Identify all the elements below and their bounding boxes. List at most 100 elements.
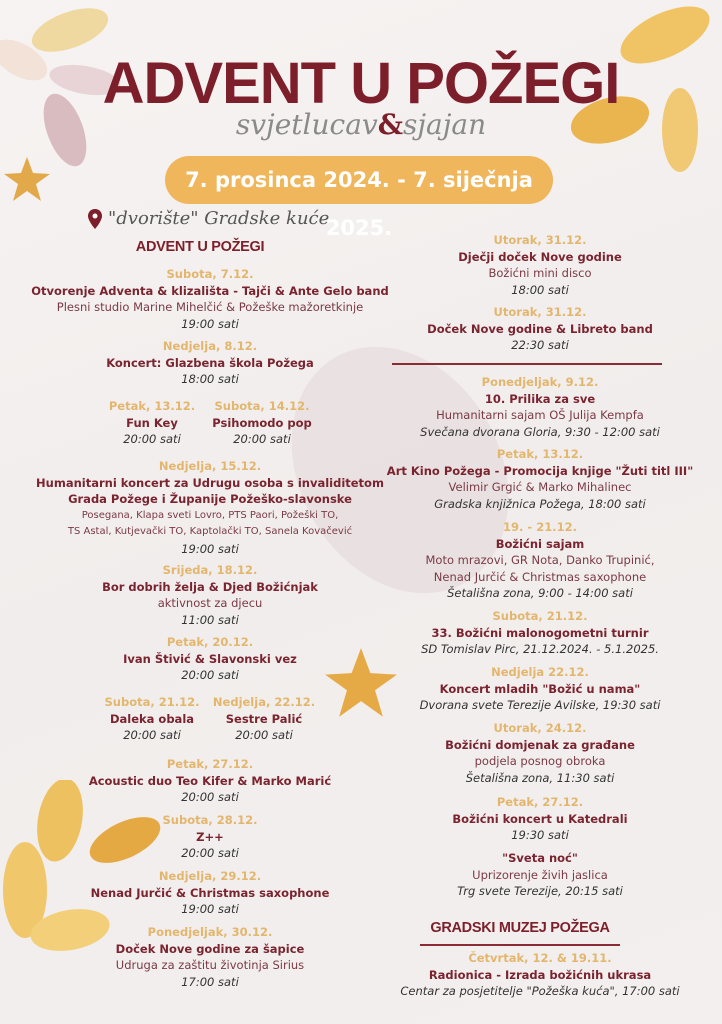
event-description: Moto mrazovi, GR Nota, Danko Trupinić, <box>425 553 655 567</box>
event-item: Petak, 20.12. Ivan Štivić & Slavonski vez… <box>123 634 297 684</box>
event-date: Subota, 7.12. <box>166 267 254 281</box>
event-item: Ponedjeljak, 9.12. 10. Prilika za sve Huma… <box>420 374 660 440</box>
event-item: Petak, 13.12. Fun Key 20:00 sati <box>109 398 195 448</box>
event-title: Fun Key <box>126 415 178 430</box>
event-description: Velimir Grgić & Marko Mihalinec <box>448 480 632 494</box>
event-item: Subota, 21.12. Daleka obala 20:00 sati <box>105 694 200 744</box>
event-title: Ivan Štivić & Slavonski vez <box>123 651 297 666</box>
map-pin-icon <box>88 208 102 229</box>
event-description: aktivnost za djecu <box>157 596 263 610</box>
star-icon <box>4 157 50 201</box>
event-date: Nedjelja, 22.12. <box>212 695 316 709</box>
event-date: Utorak, 31.12. <box>493 305 587 319</box>
event-time: 19:00 sati <box>181 316 239 331</box>
event-title: Božićni domjenak za građane <box>445 737 635 752</box>
event-item: Utorak, 31.12. Doček Nove godine & Libret… <box>427 304 653 354</box>
event-time: 11:00 sati <box>181 612 239 627</box>
event-time: 19:00 sati <box>181 541 239 556</box>
event-date: Nedjelja 22.12. <box>491 665 589 679</box>
event-item: Ponedjeljak, 30.12. Doček Nove godine za … <box>116 924 305 990</box>
divider <box>420 944 620 946</box>
event-description: Plesni studio Marine Mihelčić & Požeške … <box>56 300 364 314</box>
event-description: Posegana, Klapa sveti Lovro, PTS Paori, … <box>81 509 339 521</box>
event-description: TS Astal, Kutjevački TO, Kaptolački TO, … <box>67 526 353 537</box>
location-text: "dvorište" Gradske kuće <box>108 208 330 229</box>
event-item: Utorak, 31.12. Dječji doček Nove godine Bo… <box>458 232 622 298</box>
event-item: Srijeda, 18.12. Bor dobrih želja & Djed B… <box>102 562 318 628</box>
event-item: Nedjelja, 15.12. Humanitarni koncert za U… <box>36 458 384 557</box>
event-description: Humanitarni sajam OŠ Julija Kempfa <box>436 408 644 422</box>
event-title: 10. Prilika za sve <box>484 391 596 406</box>
event-time: 19:30 sati <box>511 828 569 842</box>
event-time: 22:30 sati <box>511 338 569 352</box>
event-time: Dvorana svete Terezije Avilske, 19:30 sa… <box>419 698 661 712</box>
page-title: ADVENT U POŽEGI <box>102 51 621 116</box>
event-time: Svečana dvorana Gloria, 9:30 - 12:00 sat… <box>420 424 660 439</box>
event-item: Subota, 21.12. 33. Božićni malonogometni … <box>421 608 659 658</box>
event-item: "Sveta noć" Uprizorenje živih jaslica Trg … <box>457 850 623 900</box>
event-item: Nedjelja 22.12. Koncert mladih "Božić u n… <box>420 664 661 714</box>
event-item: 19. - 21.12. Božićni sajam Moto mrazovi, G… <box>425 519 654 602</box>
event-description: Udruga za zaštitu životinja Sirius <box>115 958 305 972</box>
event-date: Subota, 21.12. <box>492 609 588 623</box>
event-time: 20:00 sati <box>181 668 239 682</box>
event-item: Subota, 28.12. Z++ 20:00 sati <box>163 812 258 862</box>
event-title: Nenad Jurčić & Christmas saxophone <box>90 885 330 900</box>
event-title: Doček Nove godine & Libreto band <box>427 321 653 336</box>
date-range-badge: 7. prosinca 2024. - 7. siječnja 2025. <box>165 156 553 240</box>
event-description: Božićni mini disco <box>488 266 592 280</box>
event-time: 19:00 sati <box>181 902 239 916</box>
event-title: Radionica - Izrada božićnih ukrasa <box>428 967 652 982</box>
event-title: Koncert: Glazbena škola Požega <box>106 355 314 370</box>
event-title: Božićni sajam <box>495 536 585 551</box>
event-item: Nedjelja, 22.12. Sestre Palić 20:00 sati <box>213 694 315 744</box>
event-title: Doček Nove godine za šapice <box>115 941 305 956</box>
event-title: Acoustic duo Teo Kifer & Marko Marić <box>88 773 332 788</box>
event-item: Utorak, 24.12. Božićni domjenak za građan… <box>445 720 635 786</box>
event-time: Gradska knjižnica Požega, 18:00 sati <box>434 496 646 511</box>
event-date: Utorak, 31.12. <box>493 233 587 247</box>
event-time: Trg svete Terezije, 20:15 sati <box>457 884 623 898</box>
event-item: Subota, 7.12. Otvorenje Adventa & klizali… <box>31 266 388 332</box>
event-title: "Sveta noć" <box>502 851 578 865</box>
location: "dvorište" Gradske kuće <box>88 208 329 229</box>
event-title: Otvorenje Adventa & klizališta - Tajči &… <box>31 283 389 298</box>
event-date: Nedjelja, 8.12. <box>162 339 258 353</box>
event-date: Ponedjeljak, 9.12. <box>481 375 599 389</box>
event-item: Četvrtak, 12. & 19.11. Radionica - Izrada… <box>400 950 679 1000</box>
divider <box>392 363 662 365</box>
event-date: Petak, 13.12. <box>108 399 196 413</box>
event-title: Psihomodo pop <box>212 415 312 430</box>
event-time: SD Tomislav Pirc, 21.12.2024. - 5.1.2025… <box>421 642 659 656</box>
section-heading-museum: GRADSKI MUZEJ POŽEGA <box>430 920 610 936</box>
event-time: 20:00 sati <box>123 728 181 742</box>
event-date: Utorak, 24.12. <box>493 721 587 735</box>
event-time: 20:00 sati <box>233 432 291 446</box>
event-time: 17:00 sati <box>181 974 239 989</box>
event-title: Humanitarni koncert za Udrugu osoba s in… <box>36 475 384 490</box>
event-title: Daleka obala <box>109 711 195 726</box>
event-item: Petak, 13.12. Art Kino Požega - Promocija… <box>387 446 693 512</box>
event-date: Subota, 28.12. <box>162 813 258 827</box>
event-time: Šetališna zona, 9:00 - 14:00 sati <box>447 586 633 600</box>
star-icon <box>325 648 397 717</box>
event-item: Petak, 27.12. Božićni koncert u Katedrali… <box>452 794 627 844</box>
event-time: Šetališna zona, 11:30 sati <box>465 770 615 785</box>
event-date: Petak, 20.12. <box>166 635 254 649</box>
event-title: Koncert mladih "Božić u nama" <box>439 681 641 696</box>
section-heading-advent: ADVENT U POŽEGI <box>135 239 265 255</box>
event-time: 20:00 sati <box>123 432 181 446</box>
event-time: 20:00 sati <box>181 846 239 860</box>
event-date: Subota, 21.12. <box>104 695 200 709</box>
event-time: 18:00 sati <box>511 282 569 297</box>
event-title: Art Kino Požega - Promocija knjige "Žuti… <box>386 463 694 478</box>
event-title: 33. Božićni malonogometni turnir <box>431 625 649 640</box>
event-item: Subota, 14.12. Psihomodo pop 20:00 sati <box>212 398 312 448</box>
event-time: Centar za posjetitelje "Požeška kuća", 1… <box>400 984 680 998</box>
event-date: Petak, 27.12. <box>496 795 584 809</box>
event-title: Bor dobrih želja & Djed Božićnjak <box>102 579 318 594</box>
event-date: Petak, 13.12. <box>496 447 584 461</box>
event-title: Božićni koncert u Katedrali <box>452 811 628 826</box>
event-date: Subota, 14.12. <box>214 399 310 413</box>
event-item: Nedjelja, 29.12. Nenad Jurčić & Christmas… <box>91 868 330 918</box>
